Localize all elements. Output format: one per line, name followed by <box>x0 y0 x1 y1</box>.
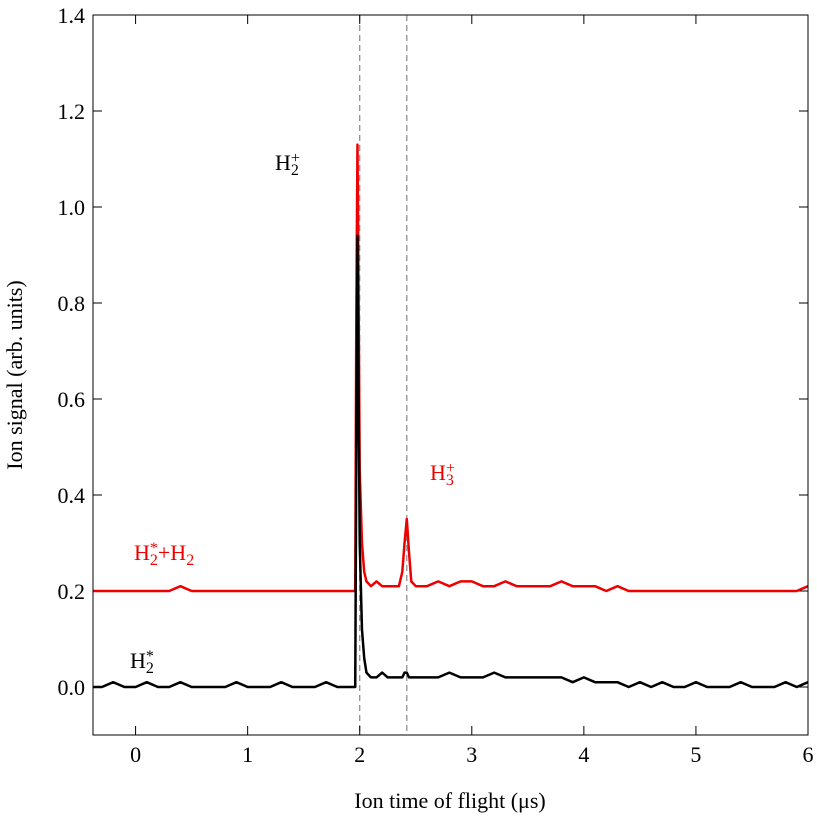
annotation-part: * <box>146 648 154 665</box>
x-tick-label: 4 <box>578 742 589 767</box>
annotation: H2*+H2 <box>134 540 194 569</box>
annotation-part: H <box>275 150 291 175</box>
y-tick-label: 1.4 <box>58 3 86 28</box>
x-tick-label: 6 <box>803 742 814 767</box>
annotation: H2+ <box>275 150 300 179</box>
annotation-part: 2 <box>146 660 154 677</box>
annotation-part: H <box>134 540 150 565</box>
annotation: H3+ <box>430 460 455 489</box>
y-tick-label: 1.2 <box>58 99 86 124</box>
y-tick-label: 0.4 <box>58 483 86 508</box>
annotation-part: + <box>446 460 455 477</box>
annotation-part: +H <box>158 540 186 565</box>
y-tick-label: 0.8 <box>58 291 86 316</box>
x-tick-label: 3 <box>466 742 477 767</box>
y-axis-label: Ion signal (arb. units) <box>2 280 27 469</box>
annotation-part: 2 <box>291 162 299 179</box>
annotation-part: * <box>150 540 158 557</box>
annotation-part: + <box>291 150 300 167</box>
x-tick-label: 5 <box>690 742 701 767</box>
annotation-part: H <box>430 460 446 485</box>
annotation: H2* <box>130 648 154 677</box>
y-tick-label: 0.6 <box>58 387 86 412</box>
y-tick-label: 0.0 <box>58 675 86 700</box>
data-line <box>93 143 809 593</box>
annotation-part: 3 <box>446 472 454 489</box>
y-tick-label: 0.2 <box>58 579 86 604</box>
annotation-part: 2 <box>150 552 158 569</box>
x-tick-label: 2 <box>354 742 365 767</box>
annotation-part: 2 <box>186 552 194 569</box>
annotation-part: H <box>130 648 146 673</box>
data-line <box>93 234 809 689</box>
x-tick-label: 1 <box>242 742 253 767</box>
x-tick-label: 0 <box>130 742 141 767</box>
y-tick-label: 1.0 <box>58 195 86 220</box>
x-axis-label: Ion time of flight (μs) <box>354 788 545 813</box>
plot-frame <box>92 14 809 736</box>
